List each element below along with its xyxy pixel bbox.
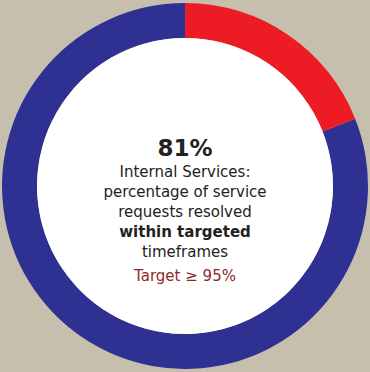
svg-text:81%: 81% xyxy=(157,135,212,161)
svg-text:percentage of service: percentage of service xyxy=(103,183,266,201)
svg-text:Internal Services:: Internal Services: xyxy=(120,163,251,181)
svg-text:requests resolved: requests resolved xyxy=(118,203,251,221)
svg-text:within targeted: within targeted xyxy=(119,223,251,241)
svg-text:timeframes: timeframes xyxy=(142,243,228,261)
svg-text:Target ≥ 95%: Target ≥ 95% xyxy=(133,267,236,285)
